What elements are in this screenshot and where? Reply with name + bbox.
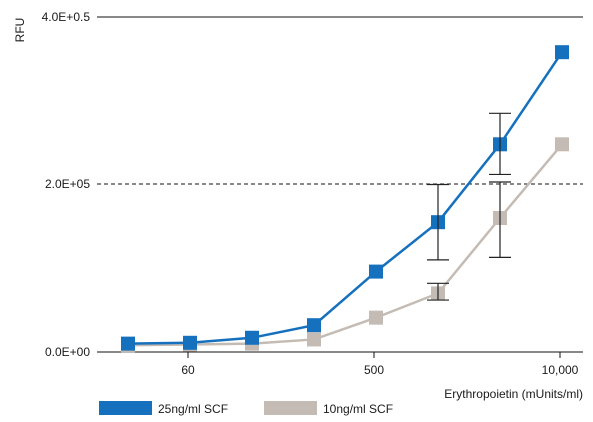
series-10ng-scf	[121, 137, 569, 353]
y-tick-label-0: 0.0E+00	[45, 345, 90, 359]
y-tick-label-2: 4.0E+0.5	[42, 10, 91, 24]
x-tick-label-1: 500	[364, 363, 384, 377]
y-tick-label-1: 2.0E+05	[45, 177, 90, 191]
series-25ng-scf	[121, 45, 569, 351]
legend-label-25ng-scf: 25ng/ml SCF	[158, 402, 228, 416]
x-axis-ticks	[187, 352, 561, 358]
data-point-0-3	[307, 318, 321, 333]
error-bars	[427, 112, 511, 301]
x-tick-label-0: 60	[181, 363, 195, 377]
data-point-0-4	[369, 264, 383, 279]
x-tick-label-2: 10,000	[542, 363, 579, 377]
legend: 25ng/ml SCF 10ng/ml SCF	[99, 401, 393, 416]
data-point-1-3	[307, 332, 321, 347]
data-point-1-7	[555, 137, 569, 152]
y-axis-label: RFU	[13, 18, 27, 43]
data-point-0-0	[121, 336, 135, 351]
legend-swatch-25ng-scf	[99, 401, 152, 415]
data-point-0-1	[183, 335, 197, 350]
legend-label-10ng-scf: 10ng/ml SCF	[323, 402, 393, 416]
data-point-1-4	[369, 310, 383, 325]
series-line-0	[127, 51, 564, 345]
x-axis-label: Erythropoietin (mUnits/ml)	[444, 387, 583, 401]
series-line-1	[127, 143, 563, 347]
data-point-0-7	[555, 45, 569, 60]
legend-swatch-10ng-scf	[264, 401, 317, 415]
data-point-0-2	[245, 330, 259, 345]
